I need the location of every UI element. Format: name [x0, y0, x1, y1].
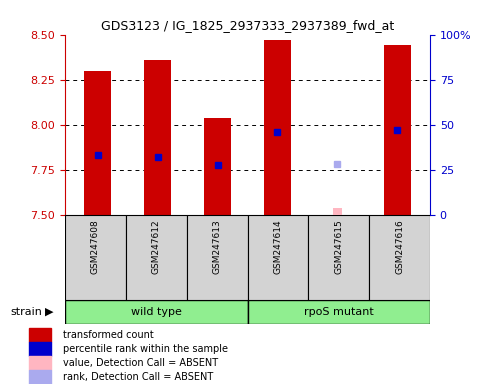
Text: ▶: ▶	[45, 307, 54, 317]
Text: value, Detection Call = ABSENT: value, Detection Call = ABSENT	[63, 358, 218, 368]
Bar	[144, 60, 171, 215]
Bar	[84, 71, 112, 215]
Text: GSM247613: GSM247613	[212, 219, 222, 274]
Bar	[65, 215, 126, 300]
Text: strain: strain	[10, 307, 42, 317]
Bar	[29, 370, 51, 384]
Bar	[248, 215, 308, 300]
Bar	[369, 215, 430, 300]
Text: rank, Detection Call = ABSENT: rank, Detection Call = ABSENT	[63, 372, 213, 382]
Text: percentile rank within the sample: percentile rank within the sample	[63, 344, 228, 354]
Bar	[29, 328, 51, 342]
Bar	[126, 215, 186, 300]
Bar	[308, 215, 369, 300]
Title: GDS3123 / IG_1825_2937333_2937389_fwd_at: GDS3123 / IG_1825_2937333_2937389_fwd_at	[101, 19, 394, 32]
Bar	[29, 342, 51, 356]
Bar	[248, 300, 430, 324]
Text: GSM247615: GSM247615	[334, 219, 344, 274]
Bar	[29, 356, 51, 370]
Text: GSM247614: GSM247614	[274, 219, 282, 274]
Text: rpoS mutant: rpoS mutant	[304, 307, 374, 317]
Bar	[384, 45, 410, 215]
Text: GSM247608: GSM247608	[91, 219, 100, 274]
Bar	[186, 215, 248, 300]
Bar	[332, 208, 342, 215]
Text: wild type: wild type	[131, 307, 182, 317]
Bar	[264, 40, 291, 215]
Bar	[204, 118, 231, 215]
Text: GSM247612: GSM247612	[152, 219, 161, 274]
Bar	[65, 300, 248, 324]
Text: GSM247616: GSM247616	[395, 219, 404, 274]
Text: transformed count: transformed count	[63, 330, 154, 340]
